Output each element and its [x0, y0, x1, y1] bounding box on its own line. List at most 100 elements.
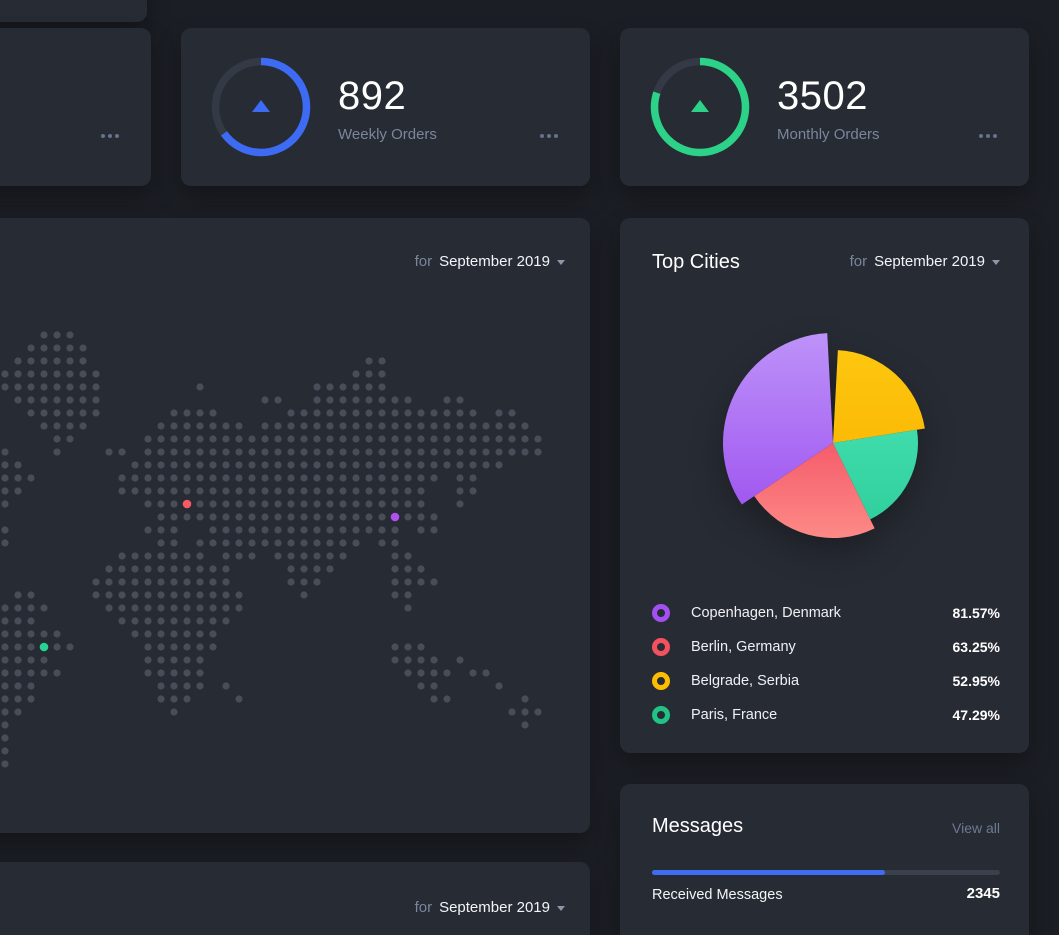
map-dot: [131, 617, 139, 625]
map-dot: [157, 461, 165, 469]
map-dot: [144, 448, 152, 456]
map-dot: [1, 474, 9, 482]
map-city-highlight-dot[interactable]: [39, 642, 49, 652]
map-dot: [417, 448, 425, 456]
map-dot: [456, 500, 464, 508]
map-dot: [313, 552, 321, 560]
map-dot: [339, 526, 347, 534]
stat-card-monthly-orders: 3502 Monthly Orders: [620, 28, 1029, 186]
caret-down-icon: [557, 259, 565, 265]
map-dot: [14, 461, 22, 469]
map-dot: [144, 565, 152, 573]
map-dot: [404, 409, 412, 417]
messages-card: Messages View all Received Messages 2345: [620, 784, 1029, 935]
map-dot: [339, 396, 347, 404]
map-dot: [287, 500, 295, 508]
map-dot: [378, 370, 386, 378]
map-dot: [157, 500, 165, 508]
map-city-highlight-dot[interactable]: [182, 499, 192, 509]
map-dot: [144, 552, 152, 560]
map-dot: [157, 435, 165, 443]
map-dot: [352, 526, 360, 534]
map-dot: [534, 448, 542, 456]
map-dot: [209, 409, 217, 417]
map-dot: [170, 591, 178, 599]
map-dot: [27, 383, 35, 391]
bottom-period-dropdown[interactable]: for September 2019: [415, 898, 565, 916]
legend-ring-icon: [652, 604, 670, 622]
map-dot: [378, 409, 386, 417]
map-dot: [248, 461, 256, 469]
map-dot: [274, 539, 282, 547]
map-city-highlight-dot[interactable]: [390, 512, 400, 522]
map-dot: [79, 396, 87, 404]
map-dot: [144, 461, 152, 469]
map-dot: [196, 617, 204, 625]
map-dot: [196, 682, 204, 690]
more-menu-icon[interactable]: [97, 130, 123, 142]
map-dot: [209, 643, 217, 651]
map-dot: [300, 487, 308, 495]
map-dot: [404, 656, 412, 664]
map-dot: [417, 643, 425, 651]
map-dot: [274, 435, 282, 443]
stat-card-partial: [0, 28, 151, 186]
map-dot: [209, 487, 217, 495]
map-dot: [495, 682, 503, 690]
map-period-dropdown[interactable]: for September 2019: [415, 252, 565, 270]
map-dot: [40, 422, 48, 430]
legend-percent-value: 63.25%: [952, 639, 1000, 655]
map-dot: [1, 539, 9, 547]
map-dot: [313, 448, 321, 456]
map-dot: [53, 643, 61, 651]
map-dot: [1, 461, 9, 469]
map-dot: [222, 500, 230, 508]
map-dot: [66, 409, 74, 417]
map-dot: [274, 526, 282, 534]
map-dot: [378, 526, 386, 534]
map-dot: [534, 435, 542, 443]
map-dot: [118, 552, 126, 560]
received-messages-progress-fill: [652, 870, 886, 875]
map-dot: [170, 682, 178, 690]
map-dot: [443, 448, 451, 456]
map-dot: [391, 448, 399, 456]
map-dot: [300, 539, 308, 547]
map-dot: [313, 422, 321, 430]
map-dot: [404, 474, 412, 482]
map-dot: [456, 396, 464, 404]
legend-item: Belgrade, Serbia 52.95%: [652, 664, 1000, 698]
map-dot: [183, 409, 191, 417]
map-dot: [404, 604, 412, 612]
map-dot: [235, 552, 243, 560]
map-dot: [261, 513, 269, 521]
map-dot: [417, 669, 425, 677]
map-dot: [430, 513, 438, 521]
more-menu-icon[interactable]: [536, 130, 562, 142]
map-dot: [209, 604, 217, 612]
map-dot: [313, 474, 321, 482]
map-dot: [365, 435, 373, 443]
map-dot: [495, 448, 503, 456]
caret-down-icon: [557, 905, 565, 911]
map-dot: [287, 435, 295, 443]
map-dot: [300, 565, 308, 573]
map-dot: [391, 565, 399, 573]
received-messages-label: Received Messages: [652, 887, 783, 903]
map-dot: [261, 435, 269, 443]
map-dot: [92, 370, 100, 378]
map-dot: [443, 461, 451, 469]
pie-slice: [833, 429, 918, 520]
map-dot: [404, 552, 412, 560]
map-dot: [27, 617, 35, 625]
map-dot: [144, 617, 152, 625]
map-dot: [144, 643, 152, 651]
map-dot: [417, 565, 425, 573]
view-all-link[interactable]: View all: [952, 820, 1000, 836]
top-cities-period-dropdown[interactable]: for September 2019: [850, 252, 1000, 270]
map-dot: [79, 344, 87, 352]
world-dot-map: [1, 331, 542, 768]
map-dot: [14, 604, 22, 612]
caret-down-icon: [992, 259, 1000, 265]
more-menu-icon[interactable]: [975, 130, 1001, 142]
